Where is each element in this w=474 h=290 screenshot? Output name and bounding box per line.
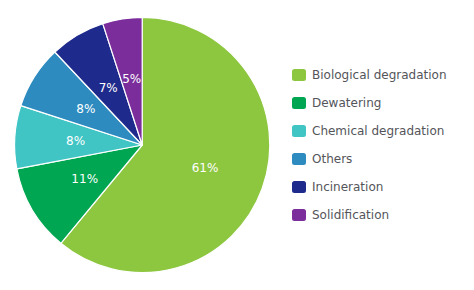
svg-text:7%: 7% <box>99 81 118 95</box>
svg-text:Chemical degradation: Chemical degradation <box>312 124 444 138</box>
svg-text:Biological degradation: Biological degradation <box>312 68 447 82</box>
svg-text:61%: 61% <box>192 161 219 175</box>
svg-text:5%: 5% <box>122 72 141 86</box>
svg-text:8%: 8% <box>66 134 85 148</box>
svg-text:Others: Others <box>312 152 352 166</box>
svg-text:Dewatering: Dewatering <box>312 96 381 110</box>
svg-text:8%: 8% <box>76 102 95 116</box>
svg-text:11%: 11% <box>71 172 98 186</box>
svg-text:Incineration: Incineration <box>312 180 383 194</box>
svg-text:Solidification: Solidification <box>312 208 389 222</box>
